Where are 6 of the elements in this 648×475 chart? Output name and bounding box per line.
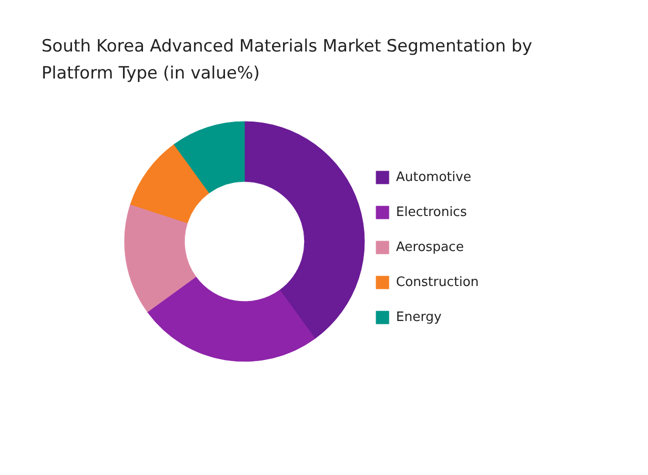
legend-label: Aerospace (396, 239, 464, 255)
legend-label: Construction (396, 274, 479, 290)
chart-title: South Korea Advanced Materials Market Segmentation by Platform Type (in value%) (42, 36, 532, 84)
legend-label: Energy (396, 309, 442, 325)
legend-label: Automotive (396, 169, 472, 185)
legend-label: Electronics (396, 204, 467, 220)
